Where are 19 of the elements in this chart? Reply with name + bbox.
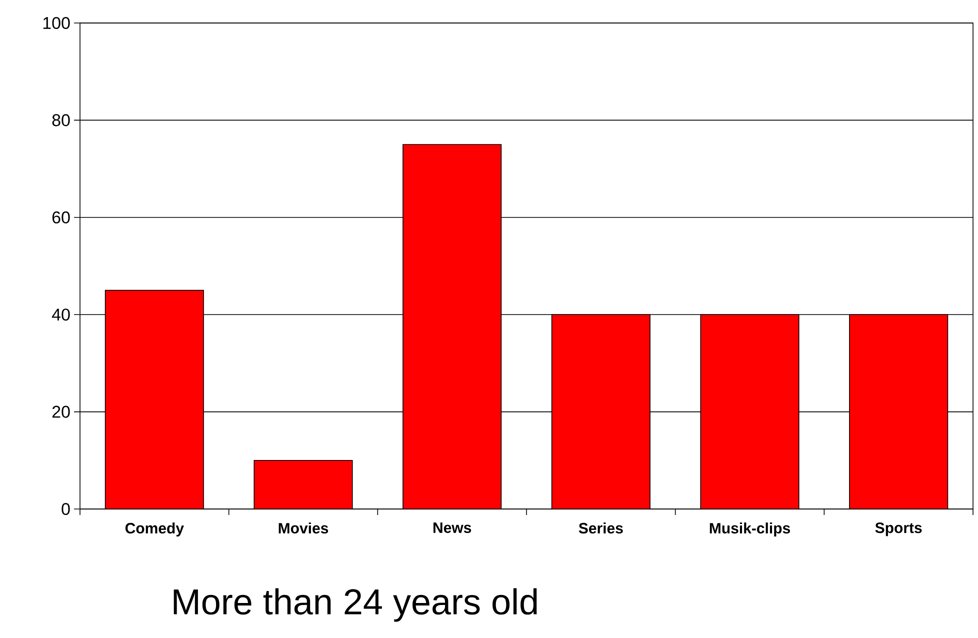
x-tick-label: Comedy xyxy=(125,522,184,536)
bar xyxy=(551,314,650,509)
y-tick-label: 60 xyxy=(52,211,70,224)
text: More than 24 years old xyxy=(174,588,537,622)
y-tick-label: 0 xyxy=(62,502,70,516)
x-tick-label: Sports xyxy=(875,522,922,536)
y-tick-label: 40 xyxy=(52,308,70,321)
bar xyxy=(104,290,204,509)
x-tick-label: Movies xyxy=(278,522,328,534)
y-tick-label: 100 xyxy=(43,16,70,30)
x-tick-label: News xyxy=(433,522,472,533)
y-tick-label: 80 xyxy=(52,114,70,126)
bar xyxy=(849,314,948,509)
y-tick-label: 20 xyxy=(52,406,70,418)
x-tick-label: Musik-clips xyxy=(710,522,790,536)
x-tick-label: Series xyxy=(578,522,623,534)
bar xyxy=(402,144,502,509)
bar xyxy=(254,460,353,509)
bar xyxy=(700,314,800,509)
